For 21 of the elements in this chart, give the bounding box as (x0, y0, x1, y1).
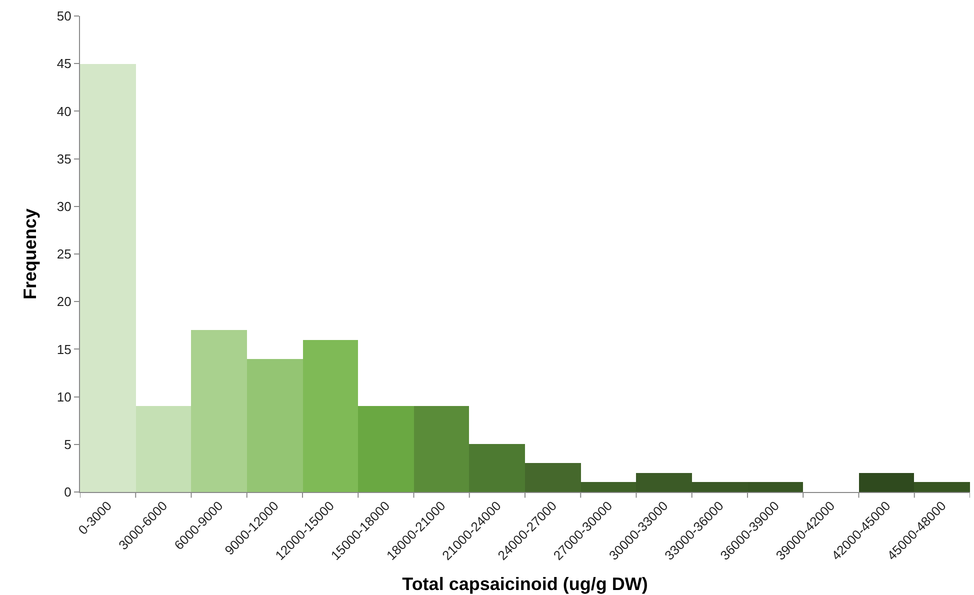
bar (303, 340, 358, 492)
y-tick-label: 35 (56, 151, 72, 166)
bar (191, 330, 247, 492)
y-tick-label: 30 (56, 198, 72, 214)
y-tick-label: 5 (64, 436, 72, 452)
bar (136, 406, 191, 492)
bar (80, 64, 136, 492)
y-tick-label: 40 (56, 104, 72, 119)
y-axis-title: Frequency (20, 208, 40, 300)
y-tick-label: 50 (56, 8, 72, 24)
x-axis-title: Total capsaicinoid (ug/g DW) (402, 574, 648, 594)
y-tick-label: 20 (56, 294, 72, 310)
y-tick-label: 0 (64, 484, 72, 500)
y-tick-label: 10 (56, 389, 72, 404)
bar (414, 406, 469, 492)
bar (358, 406, 414, 492)
y-tick-label: 25 (56, 246, 72, 262)
bar (247, 359, 303, 492)
bar (469, 444, 525, 492)
y-tick-label: 15 (56, 342, 72, 357)
y-tick-label: 45 (56, 56, 72, 72)
